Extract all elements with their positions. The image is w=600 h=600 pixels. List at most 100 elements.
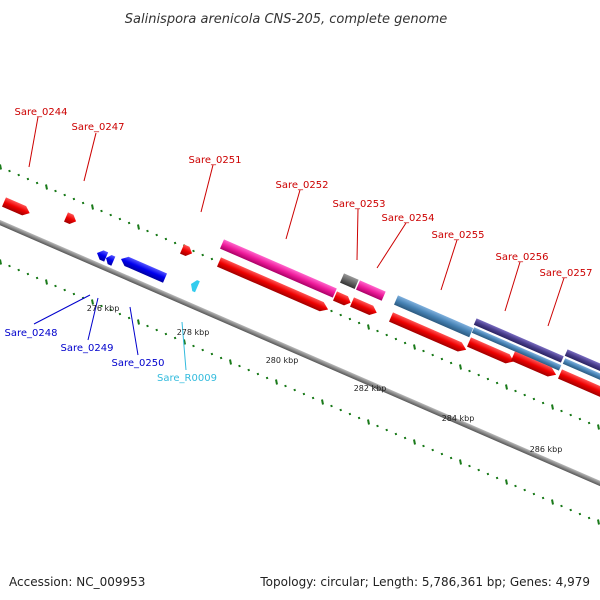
reverse-gene-labels: Sare_0248 Sare_0249 Sare_0250 Sare_R0009 — [5, 294, 217, 384]
label-sare-0247[interactable]: Sare_0247 — [72, 122, 125, 133]
leader-line-sare-0247 — [83, 132, 97, 182]
tick-mark — [385, 333, 388, 337]
tick-mark — [146, 229, 149, 233]
tick-mark — [229, 359, 232, 365]
label-sare-0254[interactable]: Sare_0254 — [382, 213, 435, 224]
leader-line-sare-0249 — [87, 297, 99, 341]
tick-mark — [578, 417, 582, 421]
tick-mark — [486, 472, 490, 476]
tick-mark — [413, 439, 416, 445]
feature-sare-0253-gray[interactable] — [340, 273, 359, 289]
gene-sare-0251[interactable] — [180, 244, 194, 258]
tick-mark — [495, 476, 499, 480]
tick-mark — [440, 452, 444, 456]
gene-sare-0249[interactable] — [104, 253, 116, 266]
tick-mark — [155, 328, 158, 332]
label-sare-0248[interactable]: Sare_0248 — [5, 328, 58, 339]
tick-mark — [293, 388, 296, 392]
tick-mark — [210, 257, 214, 261]
gene-sare-0252[interactable] — [217, 257, 330, 314]
tick-mark — [118, 217, 122, 221]
label-sare-0253[interactable]: Sare_0253 — [333, 199, 386, 210]
feature-sare-0258-steel[interactable] — [562, 358, 600, 388]
gene-sare-0256[interactable] — [467, 337, 516, 366]
tick-mark — [173, 336, 177, 340]
gene-sare-0255[interactable] — [389, 312, 468, 354]
tick-mark — [17, 268, 20, 272]
label-sare-0244[interactable]: Sare_0244 — [15, 107, 68, 118]
tick-mark — [8, 169, 11, 173]
tick-mark — [63, 288, 66, 292]
feature-sare-0253[interactable] — [356, 280, 386, 301]
tick-mark — [477, 373, 480, 377]
tick-mark — [578, 512, 582, 516]
tick-mark — [523, 393, 526, 397]
tick-mark — [551, 404, 554, 410]
forward-gene-labels: Sare_0244 Sare_0247 Sare_0251 Sare_0252 … — [15, 107, 593, 327]
tick-mark — [348, 412, 352, 416]
label-sare-0250[interactable]: Sare_0250 — [112, 358, 165, 369]
label-sare-r0009[interactable]: Sare_R0009 — [157, 373, 217, 384]
leader-line-sare-0251 — [200, 164, 214, 213]
feature-sare-0256-purple[interactable] — [473, 318, 564, 363]
tick-mark — [514, 484, 517, 488]
tick-mark — [0, 164, 2, 170]
gene-sare-0250[interactable] — [119, 254, 168, 283]
feature-sare-0258-purple[interactable] — [564, 349, 600, 380]
leader-line-sare-0254 — [376, 222, 407, 269]
tick-mark — [367, 324, 370, 330]
tick-mark — [413, 344, 416, 350]
tick-mark — [137, 224, 140, 230]
gene-sare-0254[interactable] — [350, 297, 379, 317]
label-sare-0256[interactable]: Sare_0256 — [496, 252, 549, 263]
tick-mark — [597, 519, 600, 525]
gene-sare-0258[interactable] — [558, 369, 600, 405]
tick-mark — [173, 241, 177, 245]
feature-sare-0252[interactable] — [220, 239, 337, 298]
tick-marks — [0, 164, 600, 525]
kbp-label-280: 280 kbp — [266, 356, 299, 365]
kbp-label-278: 278 kbp — [177, 328, 210, 337]
gene-sare-0248[interactable] — [95, 248, 109, 262]
tick-mark — [459, 459, 462, 465]
tick-mark — [284, 384, 287, 388]
tick-mark — [449, 361, 453, 365]
gene-sare-0247[interactable] — [64, 212, 78, 226]
tick-mark — [91, 204, 94, 210]
tick-mark — [541, 401, 545, 405]
tick-mark — [0, 259, 2, 265]
tick-mark — [45, 184, 48, 190]
tick-mark — [541, 496, 545, 500]
gene-sare-0253[interactable] — [333, 291, 353, 307]
feature-sare-0255[interactable] — [394, 295, 474, 338]
tick-mark — [532, 397, 536, 401]
tick-mark — [569, 413, 572, 417]
label-sare-0249[interactable]: Sare_0249 — [61, 343, 114, 354]
tick-mark — [63, 193, 66, 197]
tick-mark — [54, 284, 57, 288]
tick-mark — [376, 424, 379, 428]
tick-mark — [505, 384, 508, 390]
tick-mark — [17, 173, 20, 177]
gene-sare-0244[interactable] — [2, 197, 32, 217]
tick-mark — [183, 339, 186, 345]
tick-mark — [8, 264, 11, 268]
tick-mark — [219, 356, 223, 360]
tick-mark — [403, 341, 407, 345]
tick-mark — [468, 369, 471, 373]
tick-mark — [201, 253, 204, 257]
coordinate-labels: 276 kbp 278 kbp 280 kbp 282 kbp 284 kbp … — [87, 304, 563, 454]
label-sare-0257[interactable]: Sare_0257 — [540, 268, 593, 279]
accession-text: Accession: NC_009953 — [9, 575, 145, 589]
tick-mark — [486, 377, 490, 381]
tick-mark — [376, 329, 379, 333]
tick-mark — [394, 337, 398, 341]
tick-mark — [532, 492, 536, 496]
label-sare-0255[interactable]: Sare_0255 — [432, 230, 485, 241]
label-sare-0251[interactable]: Sare_0251 — [189, 155, 242, 166]
rna-sare-r0009[interactable] — [189, 278, 200, 293]
label-sare-0252[interactable]: Sare_0252 — [276, 180, 329, 191]
tick-mark — [146, 324, 149, 328]
feature-sare-0256-steel[interactable] — [471, 327, 562, 371]
gene-sare-0257[interactable] — [511, 351, 558, 379]
